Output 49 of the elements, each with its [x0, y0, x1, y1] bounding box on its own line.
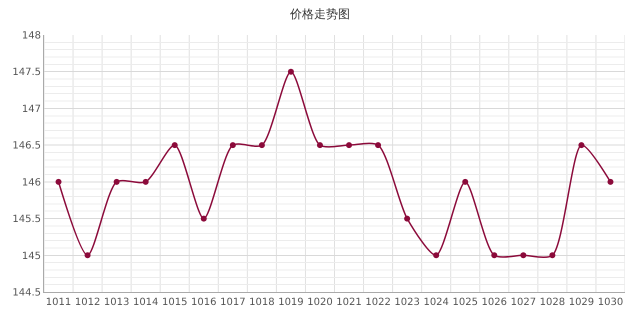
point	[491, 252, 498, 258]
y-tick-label: 146.5	[12, 140, 41, 152]
point	[607, 178, 614, 185]
point	[172, 142, 178, 148]
point	[433, 252, 440, 258]
y-tick-label: 147	[22, 104, 41, 115]
point	[230, 142, 236, 148]
x-tick-label: 1029	[568, 297, 594, 308]
x-tick-label: 1012	[74, 297, 100, 308]
point	[375, 142, 382, 148]
point	[200, 216, 207, 222]
x-tick-label: 1026	[482, 297, 508, 308]
point	[288, 68, 294, 75]
x-tick-label: 1015	[162, 297, 188, 308]
x-tick-label: 1025	[452, 297, 478, 308]
x-tick-label: 1020	[307, 297, 333, 308]
point	[84, 252, 91, 258]
chart-title: 价格走势图	[289, 7, 350, 21]
y-tick-label: 145	[22, 250, 41, 262]
point	[462, 178, 468, 185]
x-tick-label: 1024	[423, 297, 449, 308]
point	[549, 252, 556, 258]
x-tick-label: 1018	[249, 297, 275, 308]
x-tick-label: 1014	[132, 297, 158, 308]
y-tick-label: 148	[22, 30, 41, 42]
point	[578, 142, 584, 148]
y-tick-label: 147.5	[12, 67, 41, 78]
x-tick-label: 1022	[365, 297, 391, 308]
point	[114, 178, 120, 185]
point	[258, 142, 265, 148]
point	[316, 142, 323, 148]
point	[142, 178, 149, 185]
point	[404, 216, 410, 222]
point	[520, 252, 526, 258]
x-tick-label: 1011	[46, 297, 72, 308]
x-tick-label: 1019	[278, 297, 304, 308]
y-tick-label: 146	[22, 177, 41, 188]
x-tick-label: 1013	[104, 297, 130, 308]
x-tick-label: 1017	[220, 297, 246, 308]
x-tick-label: 1023	[394, 297, 420, 308]
x-tick-label: 1030	[598, 297, 624, 308]
y-tick-label: 145.5	[12, 214, 41, 226]
x-tick-label: 1027	[510, 297, 536, 308]
point	[56, 178, 62, 185]
x-tick-label: 1016	[191, 297, 217, 308]
point	[346, 142, 352, 148]
x-tick-label: 1028	[540, 297, 566, 308]
y-tick-label: 144.5	[12, 288, 41, 298]
x-tick-label: 1021	[336, 297, 362, 308]
